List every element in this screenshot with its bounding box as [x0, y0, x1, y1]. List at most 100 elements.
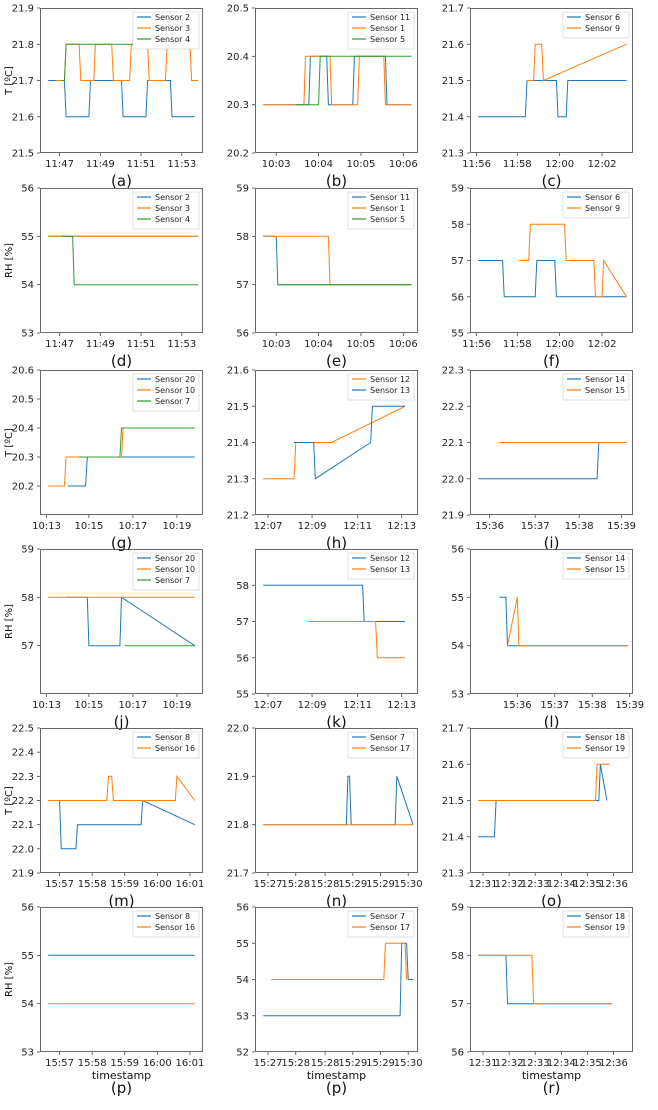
- x-tick-label: 15:28: [281, 879, 310, 890]
- x-axis-label: timestamp: [522, 1069, 581, 1082]
- y-tick-label: 21.8: [12, 40, 34, 51]
- series-line-sensor-16: [48, 774, 196, 801]
- y-tick-label: 21.6: [227, 366, 249, 377]
- chart-panel-7: 20.2 20.3 20.4 20.5 20.6 10:13 10:15 10:17 10:19…: [4, 366, 203, 552]
- x-tick-label: 15:29: [338, 879, 367, 890]
- legend-label: Sensor 8: [155, 733, 190, 742]
- legend: Sensor 12 Sensor 13: [347, 373, 415, 401]
- legend: Sensor 7 Sensor 17: [347, 731, 415, 759]
- x-tick-label: 11:56: [462, 339, 491, 350]
- x-tick-label: 10:05: [347, 339, 376, 350]
- y-tick-label: 21.7: [227, 869, 249, 880]
- x-tick-label: 10:15: [74, 700, 103, 711]
- y-tick-label: 54: [21, 280, 34, 291]
- chart-panel-8: 21.2 21.3 21.4 21.5 21.6 12:07 12:09 12:11 12:13…: [227, 366, 418, 552]
- legend-box: [347, 11, 415, 50]
- legend-box: [132, 191, 200, 230]
- legend-box: [132, 373, 200, 412]
- y-axis-label: T [ºC]: [4, 428, 15, 458]
- legend-label: Sensor 4: [155, 215, 190, 224]
- x-tick-label: 11:53: [167, 339, 196, 350]
- x-tick-label: 15:28: [311, 1058, 340, 1069]
- legend: Sensor 18 Sensor 19: [562, 731, 630, 759]
- y-tick-label: 53: [21, 1048, 34, 1059]
- legend-box: [562, 191, 630, 219]
- x-tick-label: 12:07: [254, 700, 283, 711]
- x-tick-label: 12:33: [521, 879, 550, 890]
- series-line-sensor-7: [263, 775, 414, 826]
- y-tick-label: 21.7: [442, 724, 464, 735]
- y-axis-label: T [ºC]: [4, 66, 15, 96]
- legend-label: Sensor 9: [585, 24, 620, 33]
- legend-label: Sensor 12: [370, 375, 410, 384]
- x-tick-label: 12:09: [298, 700, 327, 711]
- x-tick-label: 10:19: [163, 700, 192, 711]
- y-tick-label: 21.8: [227, 820, 249, 831]
- x-tick-label: 10:06: [389, 339, 418, 350]
- x-tick-label: 11:49: [86, 339, 115, 350]
- panel-caption: (r): [543, 1079, 561, 1097]
- x-tick-label: 15:38: [565, 521, 594, 532]
- x-tick-label: 15:29: [338, 1058, 367, 1069]
- chart-panel-13: 21.9 22.0 22.1 22.2 22.3 22.4 22.5 15:57 15:58 15…: [4, 724, 204, 911]
- x-tick-label: 12:34: [547, 879, 576, 890]
- x-axis-label: timestamp: [92, 1069, 151, 1082]
- x-tick-label: 12:33: [521, 1058, 550, 1069]
- y-tick-label: 57: [236, 280, 249, 291]
- legend-box: [132, 910, 200, 938]
- y-tick-label: 58: [236, 232, 249, 243]
- x-tick-label: 15:57: [45, 879, 74, 890]
- x-tick-label: 12:36: [599, 879, 628, 890]
- y-tick-label: 59: [451, 184, 464, 195]
- y-tick-label: 21.5: [12, 149, 34, 160]
- chart-panel-2: 20.2 20.3 20.4 20.5 10:03 10:04 10:05 10:06 Sens…: [227, 4, 418, 190]
- legend-label: Sensor 19: [585, 744, 625, 753]
- x-tick-label: 15:57: [45, 1058, 74, 1069]
- x-tick-label: 15:39: [607, 521, 636, 532]
- legend: Sensor 8 Sensor 16: [132, 731, 200, 759]
- legend-label: Sensor 12: [370, 554, 410, 563]
- y-tick-label: 21.9: [442, 511, 464, 522]
- x-tick-label: 15:37: [521, 521, 550, 532]
- legend: Sensor 20 Sensor 10 Sensor 7: [132, 373, 200, 412]
- x-tick-label: 10:04: [304, 159, 333, 170]
- y-tick-label: 58: [451, 220, 464, 231]
- series-line-sensor-4: [61, 43, 199, 81]
- x-tick-label: 15:36: [503, 700, 532, 711]
- x-tick-label: 12:00: [545, 339, 574, 350]
- x-tick-label: 12:02: [588, 339, 617, 350]
- legend: Sensor 7 Sensor 17: [347, 910, 415, 938]
- legend-label: Sensor 11: [370, 13, 410, 22]
- legend-label: Sensor 7: [370, 733, 405, 742]
- y-tick-label: 53: [21, 329, 34, 340]
- legend: Sensor 14 Sensor 15: [562, 552, 630, 580]
- legend-label: Sensor 3: [155, 24, 190, 33]
- panel-caption: (e): [326, 352, 347, 370]
- legend-label: Sensor 17: [370, 744, 410, 753]
- y-tick-label: 20.3: [12, 453, 34, 464]
- y-tick-label: 21.5: [227, 402, 249, 413]
- series-line-sensor-12: [263, 405, 406, 480]
- panel-caption: (m): [108, 892, 134, 910]
- legend-label: Sensor 10: [155, 386, 195, 395]
- legend-label: Sensor 16: [155, 923, 195, 932]
- series-line-sensor-14: [478, 442, 627, 480]
- x-tick-label: 15:27: [254, 879, 283, 890]
- series-line-sensor-17: [271, 942, 408, 980]
- y-tick-label: 21.6: [442, 40, 464, 51]
- y-tick-label: 22.1: [12, 820, 34, 831]
- y-tick-label: 55: [451, 329, 464, 340]
- legend-label: Sensor 2: [155, 193, 190, 202]
- legend-box: [562, 373, 630, 401]
- legend-label: Sensor 11: [370, 193, 410, 202]
- axes-frame: [40, 728, 203, 873]
- axes-frame: [470, 728, 633, 873]
- legend: Sensor 12 Sensor 13: [347, 552, 415, 580]
- x-tick-label: 12:31: [469, 879, 498, 890]
- x-tick-label: 12:11: [343, 700, 372, 711]
- y-tick-label: 22.0: [12, 844, 34, 855]
